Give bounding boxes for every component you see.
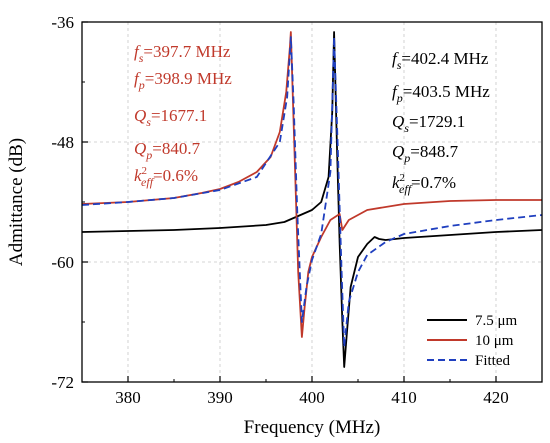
- annot-red-qs: Qs=1677.1: [134, 106, 207, 129]
- x-tick-label: 390: [207, 388, 233, 407]
- series-line: [81, 36, 543, 348]
- series-line: [81, 31, 543, 368]
- y-tick-label: -36: [51, 13, 74, 32]
- annot-black-qp: Qp=848.7: [392, 142, 459, 165]
- tick-labels: 380 390 400 410 420 -36 -48 -60 -72: [51, 13, 508, 407]
- annot-black-keff: k2 eff=0.7%: [392, 172, 456, 196]
- series-group: [81, 31, 543, 368]
- legend-label: 7.5 μm: [475, 313, 518, 329]
- annot-black-qs: Qs=1729.1: [392, 112, 465, 135]
- legend: 7.5 μm 10 μm Fitted: [427, 313, 518, 369]
- annot-black-fp: fp=403.5 MHz: [392, 82, 490, 105]
- legend-label: Fitted: [475, 353, 511, 369]
- annot-red-fs: fs=397.7 MHz: [134, 42, 231, 65]
- series-line: [81, 31, 542, 338]
- annot-black-fs: fs=402.4 MHz: [392, 49, 489, 72]
- y-tick-label: -60: [51, 253, 74, 272]
- annot-red-qp: Qp=840.7: [134, 139, 201, 162]
- annotation-7p5um: fs=402.4 MHz fp=403.5 MHz Qs=1729.1 Qp=8…: [392, 49, 490, 196]
- y-axis-title: Admittance (dB): [6, 138, 27, 266]
- x-tick-label: 400: [299, 388, 325, 407]
- annotation-10um: fs=397.7 MHz fp=398.9 MHz Qs=1677.1 Qp=8…: [134, 42, 232, 189]
- y-tick-label: -48: [51, 133, 74, 152]
- annot-red-keff: k2 eff=0.6%: [134, 165, 198, 189]
- x-axis-title: Frequency (MHz): [244, 417, 381, 438]
- y-tick-label: -72: [51, 373, 74, 392]
- legend-label: 10 μm: [475, 333, 514, 349]
- ticks: [82, 21, 497, 383]
- x-tick-label: 420: [483, 388, 509, 407]
- annot-red-fp: fp=398.9 MHz: [134, 69, 232, 92]
- x-tick-label: 410: [391, 388, 417, 407]
- x-tick-label: 380: [115, 388, 141, 407]
